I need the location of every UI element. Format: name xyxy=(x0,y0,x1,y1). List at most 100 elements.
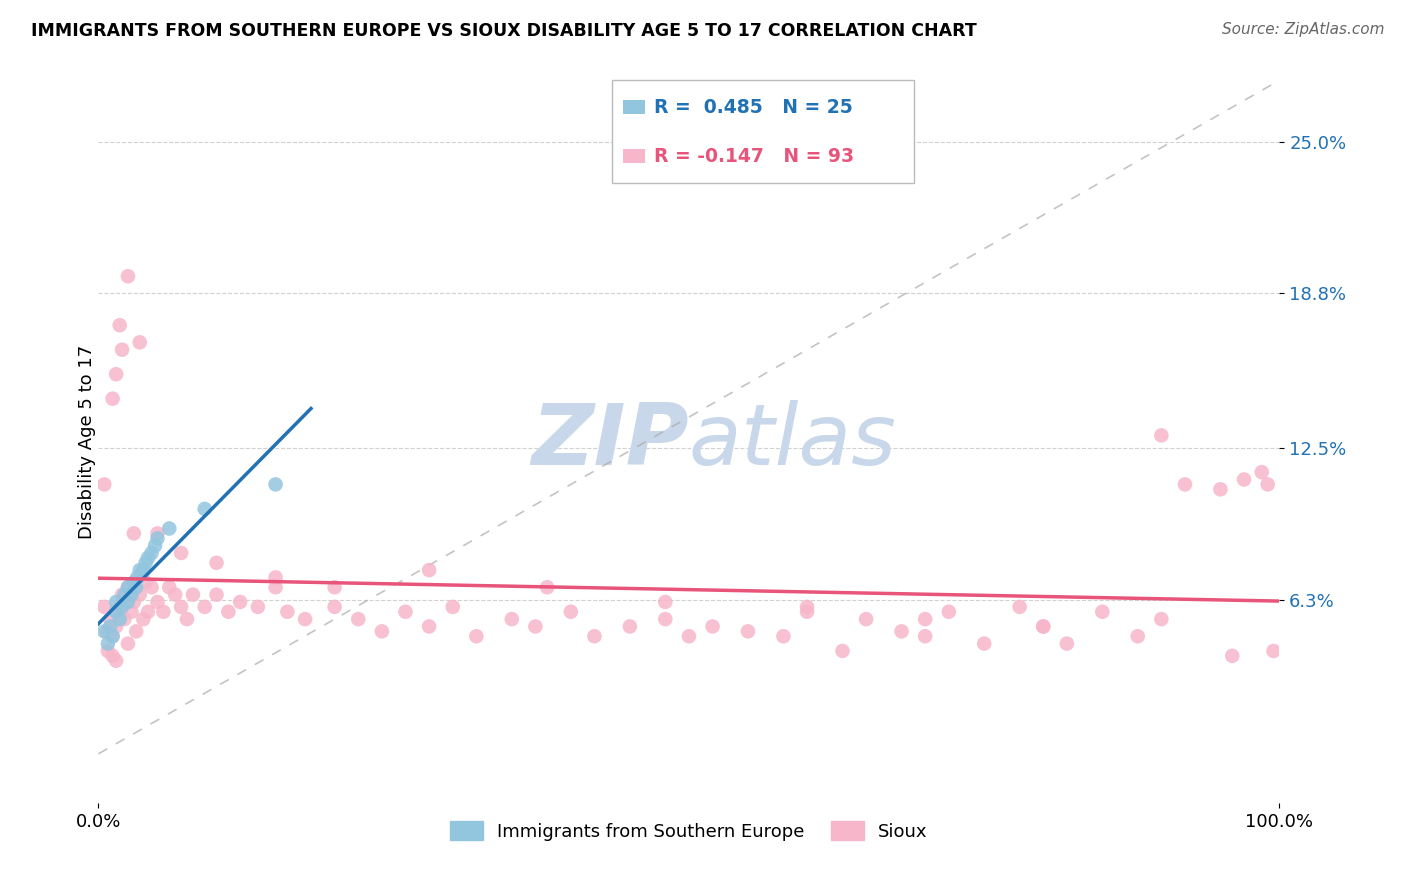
Point xyxy=(678,629,700,643)
Point xyxy=(135,556,157,570)
Text: R = -0.147   N = 93: R = -0.147 N = 93 xyxy=(654,146,853,166)
Point xyxy=(1126,629,1149,643)
Point xyxy=(117,637,139,651)
Point xyxy=(121,588,143,602)
Point xyxy=(217,605,239,619)
Point xyxy=(323,580,346,594)
Point xyxy=(1150,428,1173,442)
Point xyxy=(702,619,724,633)
Point xyxy=(132,612,155,626)
Point xyxy=(1032,619,1054,633)
Point xyxy=(96,624,118,639)
Point xyxy=(205,588,228,602)
Point xyxy=(157,580,180,594)
Point xyxy=(101,629,124,643)
Point xyxy=(128,563,150,577)
Point xyxy=(136,605,159,619)
Point xyxy=(112,588,135,602)
Point xyxy=(181,588,204,602)
Point xyxy=(1220,648,1243,663)
Point xyxy=(524,619,547,633)
Point xyxy=(914,612,936,626)
Point xyxy=(1233,473,1256,487)
Point xyxy=(1250,465,1272,479)
Point xyxy=(246,599,269,614)
Text: atlas: atlas xyxy=(689,400,897,483)
Point xyxy=(93,624,115,639)
Point xyxy=(101,629,124,643)
Point xyxy=(132,563,155,577)
Point xyxy=(205,556,228,570)
Point xyxy=(560,605,582,619)
Point xyxy=(122,595,145,609)
Point xyxy=(97,637,120,651)
Point xyxy=(101,648,124,663)
Point xyxy=(323,599,346,614)
Point xyxy=(125,580,148,594)
Point xyxy=(117,595,139,609)
Point xyxy=(108,318,131,333)
Point xyxy=(112,612,135,626)
Point xyxy=(855,612,877,626)
Point xyxy=(122,526,145,541)
Point xyxy=(890,624,912,639)
Point xyxy=(157,521,180,535)
Point xyxy=(418,563,440,577)
Point xyxy=(1257,477,1279,491)
Point xyxy=(111,588,134,602)
Point xyxy=(973,637,995,651)
Point xyxy=(146,526,169,541)
Point xyxy=(141,546,163,560)
Point xyxy=(97,644,120,658)
Point xyxy=(108,599,131,614)
Point xyxy=(276,605,298,619)
Y-axis label: Disability Age 5 to 17: Disability Age 5 to 17 xyxy=(79,344,96,539)
Point xyxy=(796,599,818,614)
Point xyxy=(583,629,606,643)
Point xyxy=(914,629,936,643)
Point xyxy=(170,546,193,560)
Point xyxy=(536,580,558,594)
Point xyxy=(135,575,157,590)
Point xyxy=(108,612,131,626)
Point xyxy=(772,629,794,643)
Point xyxy=(125,624,148,639)
Point xyxy=(146,531,169,545)
Point xyxy=(128,335,150,350)
Point xyxy=(105,595,128,609)
Point xyxy=(654,612,676,626)
Point xyxy=(194,599,217,614)
Point xyxy=(111,343,134,357)
Point xyxy=(654,595,676,609)
Point xyxy=(371,624,394,639)
Point xyxy=(1174,477,1197,491)
Point xyxy=(117,580,139,594)
Legend: Immigrants from Southern Europe, Sioux: Immigrants from Southern Europe, Sioux xyxy=(443,814,935,848)
Text: ZIP: ZIP xyxy=(531,400,689,483)
Point xyxy=(122,575,145,590)
Point xyxy=(441,599,464,614)
Point xyxy=(264,477,287,491)
Point xyxy=(796,605,818,619)
Point xyxy=(105,367,128,381)
Point xyxy=(170,599,193,614)
Point xyxy=(394,605,416,619)
Point xyxy=(831,644,853,658)
Point xyxy=(165,588,187,602)
Point xyxy=(1056,637,1078,651)
Point xyxy=(117,580,139,594)
Point xyxy=(101,392,124,406)
Point xyxy=(1091,605,1114,619)
Point xyxy=(501,612,523,626)
Point xyxy=(93,599,115,614)
Point xyxy=(128,588,150,602)
Point xyxy=(619,619,641,633)
Point xyxy=(105,605,128,619)
Text: Source: ZipAtlas.com: Source: ZipAtlas.com xyxy=(1222,22,1385,37)
Point xyxy=(1263,644,1285,658)
Point xyxy=(938,605,960,619)
Point xyxy=(105,654,128,668)
Point xyxy=(264,570,287,584)
Point xyxy=(737,624,759,639)
Point xyxy=(136,550,159,565)
